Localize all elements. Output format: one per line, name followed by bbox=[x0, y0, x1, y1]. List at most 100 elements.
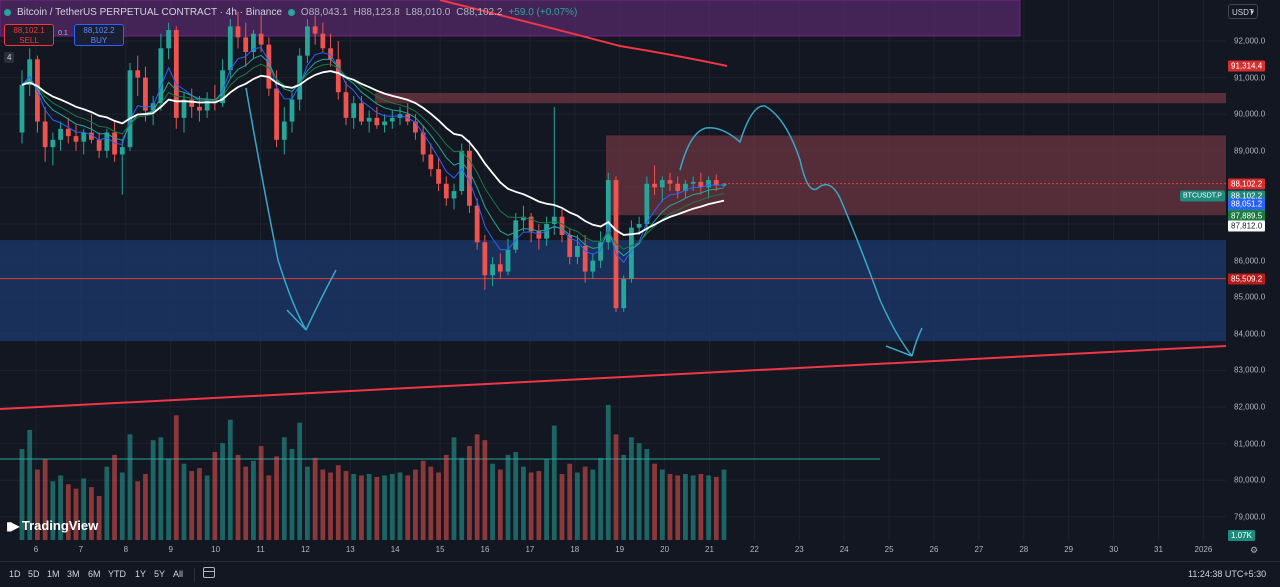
candle-body bbox=[528, 216, 534, 232]
candle-body bbox=[135, 70, 141, 78]
price-axis[interactable]: 92,000.091,000.090,000.089,000.088,000.0… bbox=[1228, 0, 1280, 540]
volume-bar bbox=[590, 469, 596, 540]
volume-bar bbox=[575, 472, 580, 540]
volume-bar bbox=[690, 475, 696, 540]
range-5d[interactable]: 5D bbox=[28, 569, 40, 579]
candle-body bbox=[652, 183, 657, 188]
candle-body bbox=[166, 30, 171, 49]
candle-body bbox=[482, 242, 488, 276]
volume-bar bbox=[243, 466, 249, 540]
currency-selector[interactable]: USDT ▾ bbox=[1228, 4, 1258, 19]
volume-bar bbox=[567, 463, 573, 540]
candle-body bbox=[73, 136, 79, 142]
volume-bar bbox=[181, 463, 187, 540]
candle-body bbox=[659, 180, 665, 188]
utc-clock[interactable]: 11:24:38 UTC+5:30 bbox=[1188, 569, 1267, 579]
volume-bar bbox=[197, 468, 202, 540]
volume-bar bbox=[659, 469, 665, 540]
range-1d[interactable]: 1D bbox=[9, 569, 21, 579]
candle-body bbox=[251, 33, 256, 52]
range-1y[interactable]: 1Y bbox=[135, 569, 147, 579]
chart-header: Bitcoin / TetherUS PERPETUAL CONTRACT · … bbox=[4, 4, 577, 20]
candle-body bbox=[81, 132, 87, 142]
candle-body bbox=[127, 70, 133, 148]
candle-body bbox=[189, 99, 195, 107]
range-ytd[interactable]: YTD bbox=[108, 569, 126, 579]
candle-body bbox=[667, 180, 673, 184]
price-tick: 92,000.0 bbox=[1234, 36, 1266, 46]
candle-body bbox=[197, 106, 202, 111]
volume-bar bbox=[189, 471, 195, 540]
range-5y[interactable]: 5Y bbox=[154, 569, 166, 579]
volume-bar bbox=[235, 454, 241, 540]
calendar-icon[interactable] bbox=[203, 567, 215, 578]
symbol-title[interactable]: Bitcoin / TetherUS PERPETUAL CONTRACT · … bbox=[17, 6, 282, 18]
sell-price: 88,102.1 bbox=[13, 26, 45, 35]
volume-bar bbox=[621, 454, 627, 540]
volume-bar bbox=[721, 469, 727, 540]
volume-bar bbox=[443, 454, 449, 540]
candle-body bbox=[559, 216, 565, 235]
tradingview-logo: ▮▶ TradingView bbox=[6, 518, 98, 533]
moving-averages bbox=[21, 46, 725, 264]
volume-bar bbox=[135, 481, 141, 540]
candle-body bbox=[297, 55, 303, 100]
candle-body bbox=[451, 191, 457, 199]
candle-body bbox=[590, 260, 596, 272]
volume-bar bbox=[274, 456, 279, 540]
volume-bar bbox=[281, 437, 287, 540]
ascending-trendline bbox=[0, 345, 1227, 410]
range-all[interactable]: All bbox=[173, 569, 184, 579]
range-3m[interactable]: 3M bbox=[67, 569, 80, 579]
volume-bar bbox=[629, 437, 634, 540]
candle-body bbox=[220, 70, 225, 104]
candle-body bbox=[505, 249, 511, 272]
buy-button[interactable]: 88,102.2 BUY bbox=[74, 24, 124, 46]
sell-button[interactable]: 88,102.1 SELL bbox=[4, 24, 54, 46]
candle-body bbox=[436, 169, 441, 184]
range-6m[interactable]: 6M bbox=[88, 569, 101, 579]
volume-bar bbox=[644, 449, 650, 540]
candle-body bbox=[343, 92, 349, 118]
candle-body bbox=[467, 150, 472, 206]
candle-body bbox=[621, 278, 627, 309]
ema-white-tag: 87,812.0 bbox=[1228, 220, 1266, 232]
candle-body bbox=[351, 103, 357, 118]
candle-body bbox=[19, 84, 25, 133]
volume-bar bbox=[505, 454, 511, 540]
date-tick: 10 bbox=[211, 545, 221, 554]
range-1m[interactable]: 1M bbox=[47, 569, 60, 579]
volume-bar bbox=[143, 473, 148, 540]
candle-body bbox=[690, 181, 696, 184]
candle-body bbox=[675, 183, 681, 192]
candle-body bbox=[598, 242, 603, 261]
price-tick: 89,000.0 bbox=[1234, 146, 1266, 156]
projection-path-right bbox=[679, 105, 923, 357]
candle-body bbox=[274, 88, 279, 140]
volume-bar bbox=[544, 459, 549, 540]
date-tick: 31 bbox=[1154, 545, 1163, 554]
settings-gear-icon[interactable]: ⚙ bbox=[1250, 545, 1259, 555]
volume-bar bbox=[636, 443, 642, 540]
price-tick: 85,000.0 bbox=[1234, 292, 1266, 302]
date-tick: 7 bbox=[78, 545, 84, 554]
resistance-zone-upper bbox=[375, 92, 1226, 104]
volume-bar bbox=[459, 457, 465, 540]
volume-bar bbox=[613, 434, 619, 540]
trendline-price-tag: 91,314.4 bbox=[1228, 60, 1266, 72]
candle-body bbox=[243, 37, 249, 52]
volume-bar bbox=[220, 443, 225, 540]
ema-white-line bbox=[21, 70, 725, 236]
time-axis[interactable]: 6 7 8 9 10 11 12 13 14 15 16 17 18 19 20 21 22 23 24 25 26 27… bbox=[0, 540, 1280, 560]
date-tick: 19 bbox=[615, 545, 625, 554]
candle-body bbox=[513, 220, 519, 250]
date-tick: 12 bbox=[300, 545, 310, 554]
candle-body bbox=[181, 99, 187, 118]
date-tick: 6 bbox=[33, 545, 39, 554]
price-tick: 84,000.0 bbox=[1234, 329, 1266, 339]
position-size[interactable]: 4 bbox=[4, 52, 15, 63]
logo-text: TradingView bbox=[21, 518, 99, 533]
candle-body bbox=[266, 44, 272, 89]
demand-zone bbox=[0, 240, 1226, 342]
